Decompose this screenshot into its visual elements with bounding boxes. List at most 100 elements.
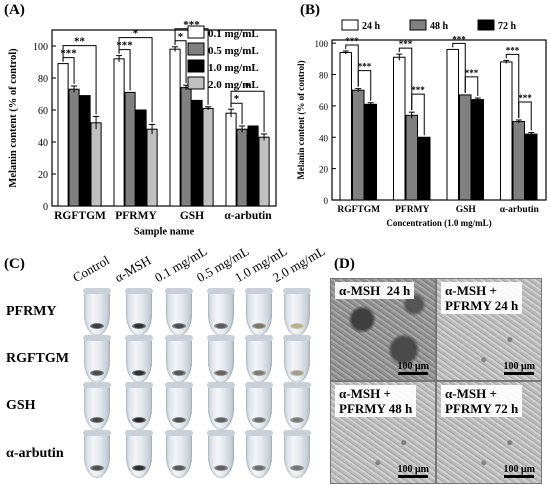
scale-bar-label: 100 μm bbox=[503, 361, 536, 372]
tube-row-label: RGFTGM bbox=[6, 351, 69, 366]
tube bbox=[245, 430, 273, 478]
cell-pellet bbox=[214, 465, 228, 471]
tube bbox=[125, 382, 153, 430]
bar-RGFTGM-24 h bbox=[339, 52, 352, 201]
tube-body bbox=[166, 337, 192, 383]
tube-rim bbox=[245, 288, 273, 294]
tube bbox=[283, 430, 311, 478]
tube bbox=[207, 430, 235, 478]
cell-pellet bbox=[214, 417, 228, 423]
tube bbox=[245, 335, 273, 383]
tube bbox=[165, 288, 193, 336]
bar-RGFTGM-48 h bbox=[352, 89, 365, 201]
y-axis-label: Melanin content (% of control) bbox=[8, 48, 19, 188]
significance-bracket bbox=[411, 93, 425, 136]
plot-frame bbox=[51, 29, 277, 207]
tube bbox=[283, 288, 311, 336]
tube bbox=[125, 288, 153, 336]
panel-label-c: (C) bbox=[4, 256, 25, 272]
tube-row-label: α-arbutin bbox=[6, 446, 64, 461]
tube-body bbox=[208, 290, 234, 336]
tube-body bbox=[246, 384, 272, 430]
significance-mark: ** bbox=[74, 36, 86, 48]
scale-bar-line bbox=[398, 475, 429, 478]
tube-column-label: Control bbox=[70, 252, 112, 286]
panel-label-a: (A) bbox=[4, 2, 25, 18]
scale-bar: 100 μm bbox=[397, 361, 430, 376]
micrograph-label: α-MSH + PFRMY 72 h bbox=[441, 385, 523, 417]
tube-body bbox=[126, 290, 152, 336]
cell-pellet bbox=[90, 417, 104, 423]
significance-bracket bbox=[464, 76, 479, 97]
chart-b: 0 20 40 60 80 100 RGFTGM PFRMY GSH α-arbutin *** **… bbox=[296, 19, 547, 228]
bar-PFRMY-1.0 mg/mL bbox=[135, 109, 147, 207]
tube bbox=[165, 430, 193, 478]
tube-body bbox=[126, 384, 152, 430]
x-tick-label: α-arbutin bbox=[224, 210, 272, 222]
tube-rim bbox=[83, 382, 111, 388]
tube-body bbox=[246, 290, 272, 336]
legend-swatch bbox=[341, 19, 359, 31]
plot-frame bbox=[331, 39, 547, 201]
tube-column-label: α-MSH bbox=[112, 252, 154, 286]
tube bbox=[165, 382, 193, 430]
tube bbox=[83, 382, 111, 430]
micrograph-label: α-MSH + PFRMY 24 h bbox=[441, 282, 523, 314]
y-tick-label: 100 bbox=[315, 39, 329, 49]
bar-α-arbutin-0.1 mg/mL bbox=[225, 112, 237, 207]
x-tick-label: PFRMY bbox=[395, 205, 429, 215]
tube-body bbox=[84, 432, 110, 478]
x-axis-label: Concentration (1.0 mg/mL) bbox=[386, 218, 491, 228]
legend-swatch bbox=[187, 25, 205, 39]
tube-body bbox=[246, 337, 272, 383]
y-tick-label: 100 bbox=[33, 42, 48, 53]
tube bbox=[83, 288, 111, 336]
tube bbox=[207, 335, 235, 383]
bar-α-arbutin-0.5 mg/mL bbox=[236, 128, 248, 207]
tube-rim bbox=[83, 288, 111, 294]
significance-bracket bbox=[118, 37, 153, 123]
x-tick-label: α-arbutin bbox=[500, 205, 540, 215]
tube bbox=[283, 382, 311, 430]
tube-rim bbox=[83, 335, 111, 341]
cell-pellet bbox=[172, 370, 186, 376]
tube bbox=[83, 430, 111, 478]
tube-body bbox=[284, 290, 310, 336]
tube-body bbox=[284, 384, 310, 430]
legend-label: 0.1 mg/mL bbox=[208, 28, 259, 40]
tube-body bbox=[246, 432, 272, 478]
panel-label-b: (B) bbox=[300, 2, 320, 18]
tube-body bbox=[126, 432, 152, 478]
scale-bar-line bbox=[504, 372, 535, 375]
bar-RGFTGM-0.1 mg/mL bbox=[57, 63, 69, 207]
scale-bar-label: 100 μm bbox=[503, 464, 536, 475]
legend-swatch bbox=[187, 76, 205, 90]
legend-swatch bbox=[187, 59, 205, 73]
cell-pellet bbox=[290, 465, 304, 471]
legend-swatch bbox=[187, 42, 205, 56]
tube-body bbox=[84, 384, 110, 430]
tube-rim bbox=[283, 335, 311, 341]
scale-bar-label: 100 μm bbox=[397, 361, 430, 372]
micrograph-label: α-MSH 24 h bbox=[335, 282, 415, 299]
y-tick-label: 20 bbox=[38, 170, 48, 181]
significance-bracket bbox=[62, 45, 97, 115]
bar-α-arbutin-1.0 mg/mL bbox=[247, 125, 259, 207]
tube bbox=[207, 382, 235, 430]
cell-pellet bbox=[132, 417, 146, 423]
tube-body bbox=[284, 432, 310, 478]
y-tick-label: 60 bbox=[319, 102, 329, 112]
y-tick-label: 60 bbox=[38, 106, 48, 117]
significance-mark: *** bbox=[399, 39, 413, 49]
legend-label: 2.0 mg/mL bbox=[208, 79, 259, 91]
bar-GSH-2.0 mg/mL bbox=[202, 107, 214, 207]
tube-rim bbox=[283, 288, 311, 294]
micrograph: α-MSH + PFRMY 72 h 100 μm bbox=[436, 381, 542, 484]
tube bbox=[125, 335, 153, 383]
scale-bar: 100 μm bbox=[398, 464, 429, 479]
significance-bracket bbox=[452, 42, 466, 93]
cell-pellet bbox=[214, 370, 228, 376]
y-tick-label: 0 bbox=[324, 196, 329, 206]
significance-mark: *** bbox=[358, 62, 372, 72]
